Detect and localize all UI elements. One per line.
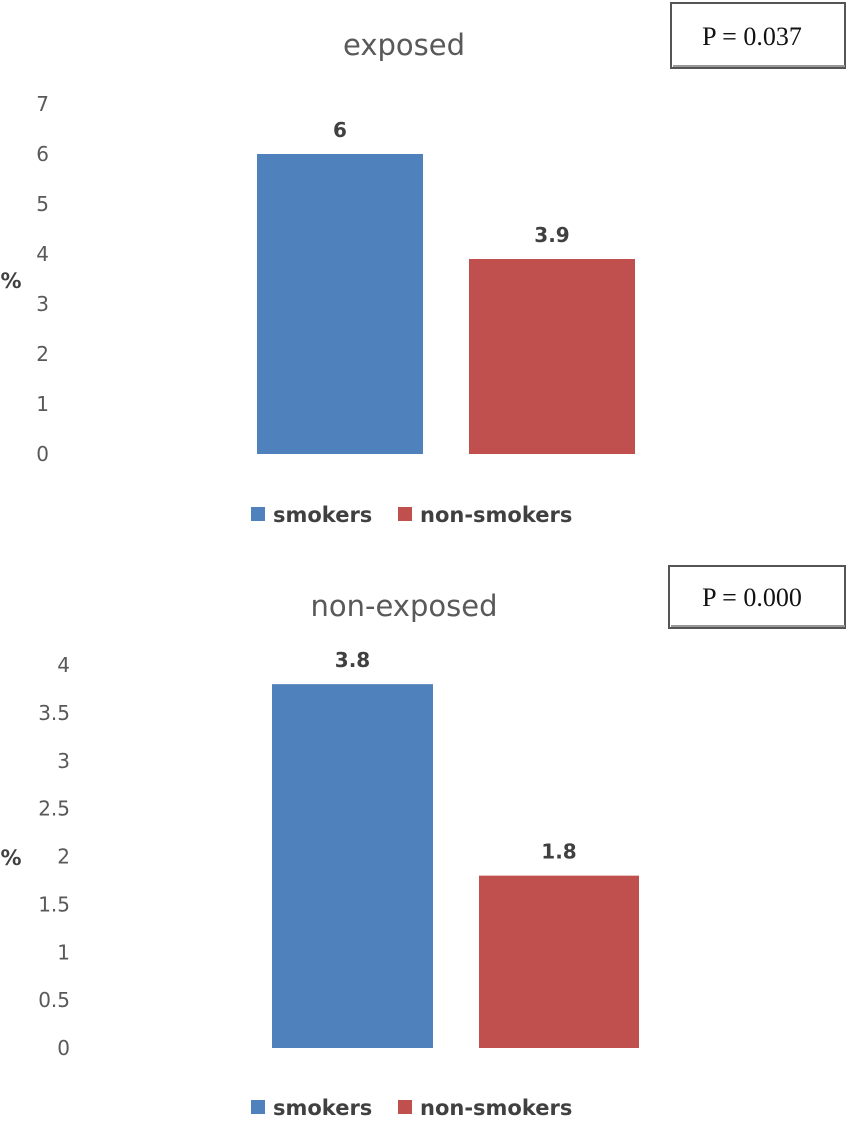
y-tick-label: 4 [36,242,49,266]
data-label-non-smokers: 1.8 [541,840,576,864]
bars [257,154,635,454]
legend-swatch-smokers [251,1100,265,1114]
y-tick-label: 4 [57,653,70,677]
y-tick-label: 0 [36,442,49,466]
y-tick-label: 2 [36,342,49,366]
y-tick-label: 2 [57,845,70,869]
chart-title: exposed [343,28,465,62]
y-tick-label: 0 [57,1036,70,1060]
y-tick-label: 3 [36,292,49,316]
y-tick-label: 1 [36,392,49,416]
y-tick-label: 6 [36,142,49,166]
legend-swatch-smokers [251,507,265,521]
y-axis-label: % [0,269,21,293]
legend-label-non-smokers: non-smokers [420,503,572,527]
y-tick-label: 3 [57,749,70,773]
p-value-annotation: P = 0.000 [702,583,802,612]
data-label-smokers: 3.8 [335,648,370,672]
legend-label-non-smokers: non-smokers [420,1096,572,1120]
y-tick-label: 5 [36,192,49,216]
data-labels: 63.9 [333,118,570,247]
legend-label-smokers: smokers [273,503,372,527]
legend-swatch-non-smokers [398,1100,412,1114]
y-axis-label: % [0,846,21,870]
y-axis-ticks: 0 0.5 1 1.5 2 2.5 3 3.5 4 [38,653,70,1060]
p-value-box [668,565,846,629]
y-tick-label: 0.5 [38,988,70,1012]
legend: smokers non-smokers [251,503,572,527]
bar-non-smokers [479,875,639,1048]
legend-label-smokers: smokers [273,1096,372,1120]
y-tick-label: 1 [57,940,70,964]
legend: smokers non-smokers [251,1096,572,1120]
legend-swatch-non-smokers [398,507,412,521]
data-labels: 3.8 1.8 [335,648,577,864]
y-tick-label: 2.5 [38,797,70,821]
bars [272,684,639,1048]
bar-smokers [272,684,433,1048]
p-value-box [670,2,846,69]
bar-smokers [257,154,423,454]
y-tick-label: 3.5 [38,701,70,725]
y-tick-label: 1.5 [38,892,70,916]
chart-title: non-exposed [311,589,498,623]
y-tick-label: 7 [36,92,49,116]
bar-non-smokers [469,259,635,454]
p-value-annotation: P = 0.037 [702,22,802,51]
y-axis-ticks: 0 1 2 3 4 5 6 7 [36,92,49,466]
data-label-non-smokers: 3.9 [534,223,569,247]
chart-non-exposed: non-exposed P = 0.000 % 0 0.5 1 1.5 2 2.5 3 3.5… [0,565,846,1120]
data-label-smokers: 6 [333,118,347,142]
